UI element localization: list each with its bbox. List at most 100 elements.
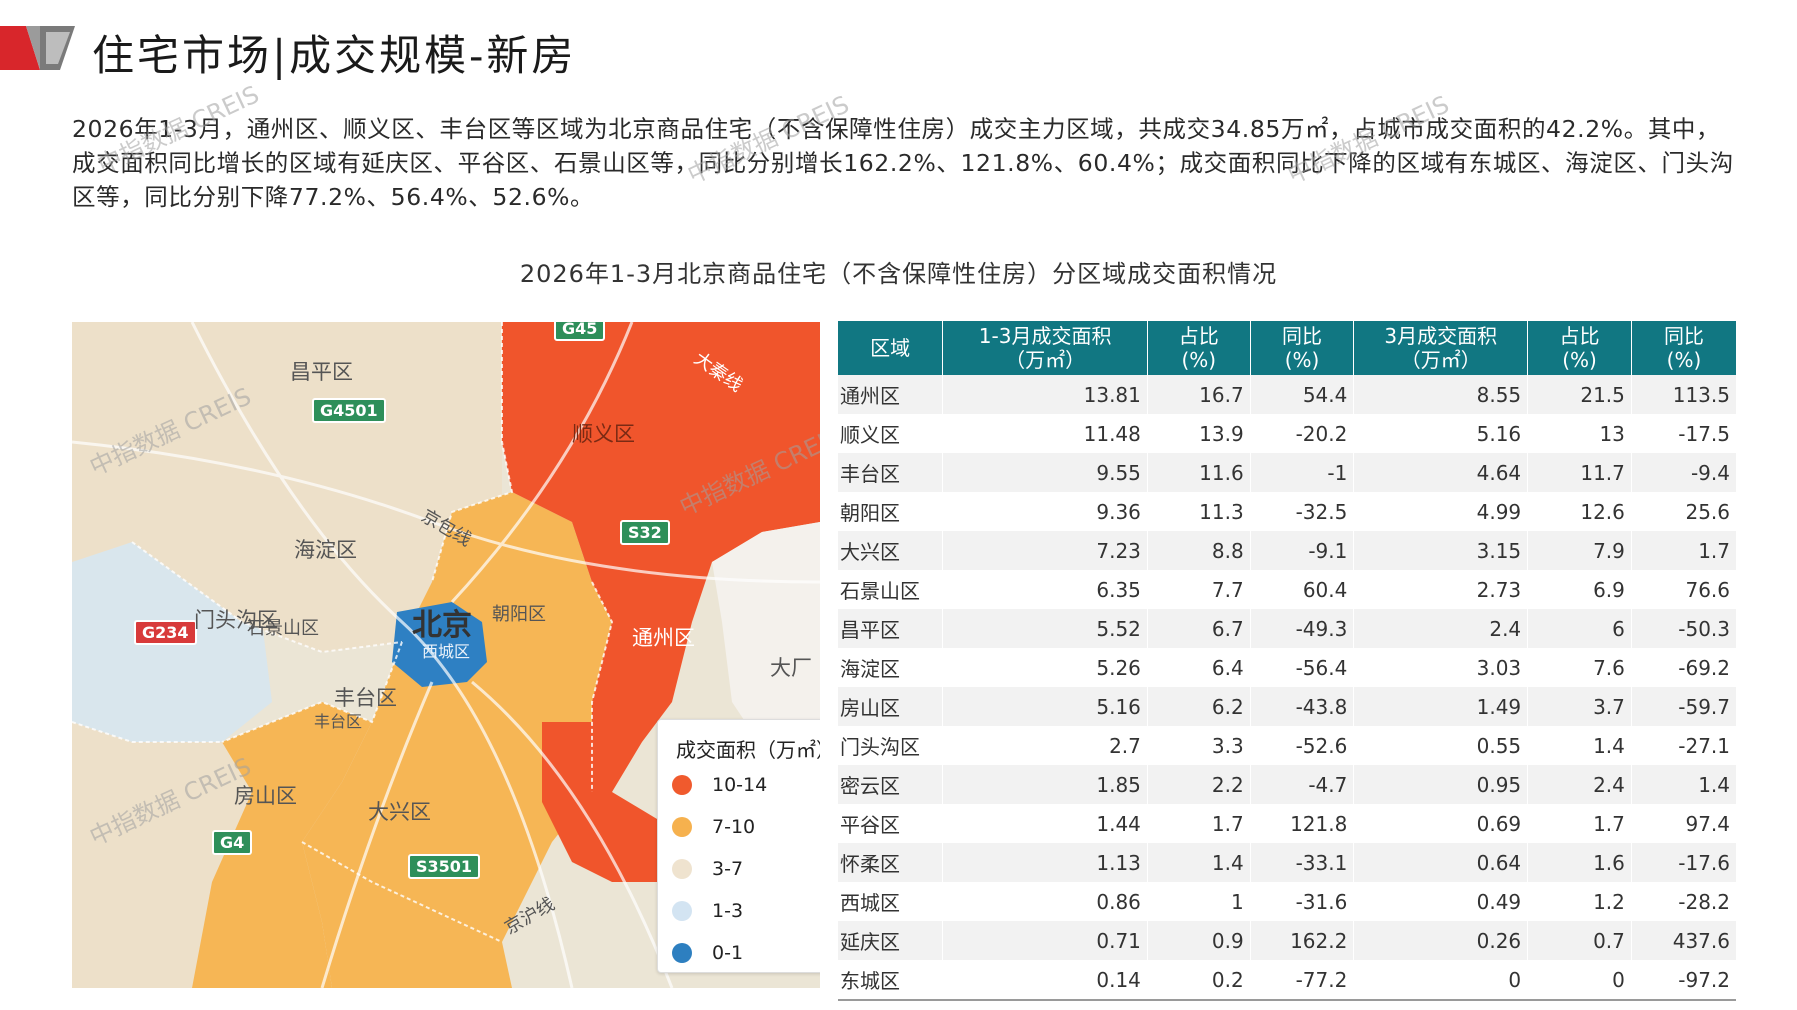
legend-item: 1-3	[672, 896, 743, 926]
legend-label: 10-14	[712, 774, 768, 796]
table-cell: 6.9	[1527, 570, 1632, 609]
highway-shield-g45: G45	[554, 322, 606, 341]
table-cell: 13.9	[1147, 414, 1251, 453]
table-cell: 54.4	[1250, 375, 1355, 414]
district-name-cell: 延庆区	[838, 921, 944, 960]
table-cell: 162.2	[1250, 921, 1355, 960]
table-cell: 6	[1527, 609, 1632, 648]
district-name-cell: 海淀区	[838, 648, 944, 687]
table-cell: 7.23	[942, 531, 1148, 570]
table-cell: 5.16	[1353, 414, 1529, 453]
table-cell: 8.55	[1353, 375, 1529, 414]
table-cell: 9.36	[942, 492, 1148, 531]
summary-paragraph: 2026年1-3月，通州区、顺义区、丰台区等区域为北京商品住宅（不含保障性住房）…	[72, 115, 1734, 211]
district-name-cell: 大兴区	[838, 531, 944, 570]
legend-swatch	[672, 817, 692, 837]
column-header: 同比 (%)	[1250, 321, 1355, 375]
table-cell: -20.2	[1250, 414, 1355, 453]
table-cell: 1.4	[1147, 843, 1251, 882]
column-header: 占比 (%)	[1147, 321, 1251, 375]
table-cell: -56.4	[1250, 648, 1355, 687]
legend-swatch	[672, 859, 692, 879]
legend-item: 3-7	[672, 854, 743, 884]
table-cell: 60.4	[1250, 570, 1355, 609]
table-cell: -28.2	[1631, 882, 1736, 921]
legend-label: 3-7	[712, 858, 744, 880]
table-cell: -97.2	[1631, 960, 1736, 1001]
table-cell: 5.16	[942, 687, 1148, 726]
column-header: 区域	[838, 321, 944, 375]
table-cell: 0	[1527, 960, 1632, 1001]
highway-shield-g4501: G4501	[312, 398, 386, 423]
table-cell: 6.35	[942, 570, 1148, 609]
table-cell: -59.7	[1631, 687, 1736, 726]
district-sales-table: 区域 1-3月成交面积 （万㎡） 占比 (%) 同比 (%) 3月成交面积 （万㎡） 占…	[838, 321, 1736, 1001]
table-cell: 1.44	[942, 804, 1148, 843]
district-name-cell: 石景山区	[838, 570, 944, 609]
legend-item: 7-10	[672, 812, 755, 842]
map-canvas	[72, 322, 820, 988]
table-cell: 3.3	[1147, 726, 1251, 765]
table-cell: 7.7	[1147, 570, 1251, 609]
table-cell: -4.7	[1250, 765, 1355, 804]
table-cell: 21.5	[1527, 375, 1632, 414]
table-cell: -17.6	[1631, 843, 1736, 882]
table-cell: -9.1	[1250, 531, 1355, 570]
table-cell: 1.2	[1527, 882, 1632, 921]
table-row: 石景山区 6.35 7.7 60.4 2.73 6.9 76.6	[838, 570, 1736, 609]
table-row: 朝阳区 9.36 11.3 -32.5 4.99 12.6 25.6	[838, 492, 1736, 531]
map-label-haidian: 海淀区	[294, 538, 357, 562]
table-cell: 2.4	[1353, 609, 1529, 648]
table-row: 通州区 13.81 16.7 54.4 8.55 21.5 113.5	[838, 375, 1736, 414]
table-cell: 76.6	[1631, 570, 1736, 609]
map-label-beijing: 北京	[412, 608, 472, 643]
table-cell: 437.6	[1631, 921, 1736, 960]
table-cell: 0	[1353, 960, 1529, 1001]
table-cell: 1.6	[1527, 843, 1632, 882]
table-cell: 4.64	[1353, 453, 1529, 492]
table-cell: -77.2	[1250, 960, 1355, 1001]
table-cell: -33.1	[1250, 843, 1355, 882]
table-cell: -1	[1250, 453, 1355, 492]
table-cell: 0.69	[1353, 804, 1529, 843]
highway-shield-s3501: S3501	[408, 854, 481, 879]
table-cell: 1.4	[1631, 765, 1736, 804]
table-cell: -31.6	[1250, 882, 1355, 921]
table-cell: 2.4	[1527, 765, 1632, 804]
table-cell: 7.6	[1527, 648, 1632, 687]
district-name-cell: 怀柔区	[838, 843, 944, 882]
table-cell: 0.7	[1527, 921, 1632, 960]
table-cell: 0.9	[1147, 921, 1251, 960]
legend-item: 0-1	[672, 938, 743, 968]
highway-shield-g4: G4	[212, 830, 253, 855]
table-cell: 3.7	[1527, 687, 1632, 726]
table-cell: 121.8	[1250, 804, 1355, 843]
map-label-shunyi: 顺义区	[572, 422, 635, 446]
map-label-changping: 昌平区	[290, 360, 353, 384]
district-name-cell: 平谷区	[838, 804, 944, 843]
district-name-cell: 西城区	[838, 882, 944, 921]
table-row: 密云区 1.85 2.2 -4.7 0.95 2.4 1.4	[838, 765, 1736, 804]
table-cell: 3.03	[1353, 648, 1529, 687]
table-cell: 1.4	[1527, 726, 1632, 765]
table-cell: 0.26	[1353, 921, 1529, 960]
table-cell: -27.1	[1631, 726, 1736, 765]
district-name-cell: 东城区	[838, 960, 944, 1001]
map-legend: 成交面积（万㎡） 10-14 7-10 3-7 1-3 0-1	[657, 719, 820, 973]
column-header: 3月成交面积 （万㎡）	[1353, 321, 1529, 375]
table-cell: -52.6	[1250, 726, 1355, 765]
map-label-daxing: 大兴区	[368, 800, 431, 824]
table-cell: -69.2	[1631, 648, 1736, 687]
table-cell: 2.2	[1147, 765, 1251, 804]
map-label-fengtai: 丰台区	[334, 686, 397, 710]
chart-title: 2026年1-3月北京商品住宅（不含保障性住房）分区域成交面积情况	[519, 260, 1278, 288]
table-cell: 0.64	[1353, 843, 1529, 882]
table-cell: 1.13	[942, 843, 1148, 882]
legend-swatch	[672, 775, 692, 795]
table-cell: 1.7	[1147, 804, 1251, 843]
map-label-fangshan: 房山区	[234, 784, 297, 808]
map-label-shijingshan: 石景山区	[247, 618, 319, 639]
table-row: 顺义区 11.48 13.9 -20.2 5.16 13 -17.5	[838, 414, 1736, 453]
table-cell: -32.5	[1250, 492, 1355, 531]
map-label-chaoyang: 朝阳区	[492, 604, 546, 625]
